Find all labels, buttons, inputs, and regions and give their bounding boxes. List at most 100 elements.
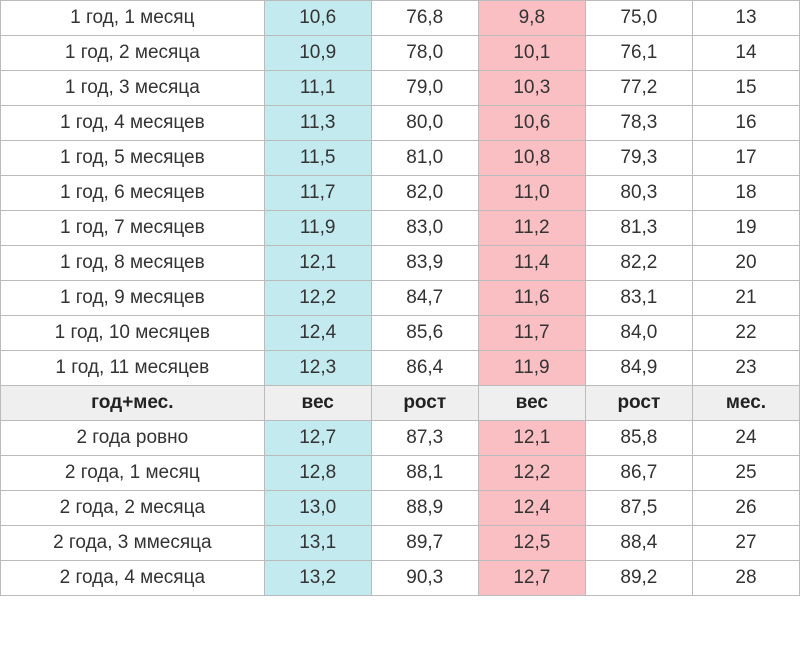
table-cell: 10,8 bbox=[478, 141, 585, 176]
table-cell: 78,0 bbox=[371, 36, 478, 71]
table-cell: 13,1 bbox=[264, 526, 371, 561]
table-cell: 87,3 bbox=[371, 421, 478, 456]
table-cell: 80,3 bbox=[585, 176, 692, 211]
table-cell: 2 года ровно bbox=[1, 421, 265, 456]
table-cell: 1 год, 4 месяцев bbox=[1, 106, 265, 141]
table-row: 1 год, 6 месяцев11,782,011,080,318 bbox=[1, 176, 800, 211]
table-cell: 82,0 bbox=[371, 176, 478, 211]
table-cell: 1 год, 8 месяцев bbox=[1, 246, 265, 281]
table-cell: 84,9 bbox=[585, 351, 692, 386]
table-cell: 1 год, 1 месяц bbox=[1, 1, 265, 36]
table-cell: 77,2 bbox=[585, 71, 692, 106]
table-row: 1 год, 8 месяцев12,183,911,482,220 bbox=[1, 246, 800, 281]
table-cell: 11,5 bbox=[264, 141, 371, 176]
table-cell: 10,9 bbox=[264, 36, 371, 71]
table-header-row: год+мес.весроствесростмес. bbox=[1, 386, 800, 421]
table-row: 1 год, 4 месяцев11,380,010,678,316 bbox=[1, 106, 800, 141]
table-cell: 13,0 bbox=[264, 491, 371, 526]
table-cell: 25 bbox=[692, 456, 799, 491]
table-cell: 12,2 bbox=[478, 456, 585, 491]
table-row: 1 год, 7 месяцев11,983,011,281,319 bbox=[1, 211, 800, 246]
table-cell: 76,1 bbox=[585, 36, 692, 71]
table-cell: 87,5 bbox=[585, 491, 692, 526]
table-cell: 85,8 bbox=[585, 421, 692, 456]
table-cell: 11,7 bbox=[478, 316, 585, 351]
table-row: 1 год, 10 месяцев12,485,611,784,022 bbox=[1, 316, 800, 351]
table-row: 2 года, 2 месяца13,088,912,487,526 bbox=[1, 491, 800, 526]
table-row: 1 год, 3 месяца11,179,010,377,215 bbox=[1, 71, 800, 106]
table-cell: 12,8 bbox=[264, 456, 371, 491]
table-cell: 1 год, 7 месяцев bbox=[1, 211, 265, 246]
table-cell: 90,3 bbox=[371, 561, 478, 596]
table-header-cell: вес bbox=[478, 386, 585, 421]
table-cell: 88,1 bbox=[371, 456, 478, 491]
table-cell: 89,2 bbox=[585, 561, 692, 596]
table-cell: 1 год, 10 месяцев bbox=[1, 316, 265, 351]
table-cell: 11,0 bbox=[478, 176, 585, 211]
table-cell: 15 bbox=[692, 71, 799, 106]
table-cell: 79,3 bbox=[585, 141, 692, 176]
table-cell: 12,7 bbox=[264, 421, 371, 456]
table-cell: 11,7 bbox=[264, 176, 371, 211]
table-cell: 1 год, 3 месяца bbox=[1, 71, 265, 106]
table-cell: 11,9 bbox=[264, 211, 371, 246]
table-cell: 11,9 bbox=[478, 351, 585, 386]
table-cell: 13 bbox=[692, 1, 799, 36]
table-row: 2 года, 1 месяц12,888,112,286,725 bbox=[1, 456, 800, 491]
table-cell: 12,5 bbox=[478, 526, 585, 561]
table-cell: 14 bbox=[692, 36, 799, 71]
table-cell: 1 год, 2 месяца bbox=[1, 36, 265, 71]
table-cell: 27 bbox=[692, 526, 799, 561]
table-cell: 83,1 bbox=[585, 281, 692, 316]
table-row: 1 год, 9 месяцев12,284,711,683,121 bbox=[1, 281, 800, 316]
table-cell: 83,0 bbox=[371, 211, 478, 246]
table-row: 2 года, 3 ммесяца13,189,712,588,427 bbox=[1, 526, 800, 561]
table-cell: 12,4 bbox=[478, 491, 585, 526]
table-cell: 86,7 bbox=[585, 456, 692, 491]
table-cell: 10,6 bbox=[264, 1, 371, 36]
table-header-cell: мес. bbox=[692, 386, 799, 421]
table-cell: 88,9 bbox=[371, 491, 478, 526]
table-cell: 11,6 bbox=[478, 281, 585, 316]
growth-table-body: 1 год, 1 месяц10,676,89,875,0131 год, 2 … bbox=[1, 1, 800, 596]
table-cell: 16 bbox=[692, 106, 799, 141]
table-cell: 21 bbox=[692, 281, 799, 316]
table-cell: 84,0 bbox=[585, 316, 692, 351]
table-header-cell: рост bbox=[585, 386, 692, 421]
table-row: 2 года ровно12,787,312,185,824 bbox=[1, 421, 800, 456]
table-cell: 13,2 bbox=[264, 561, 371, 596]
table-cell: 28 bbox=[692, 561, 799, 596]
table-cell: 2 года, 2 месяца bbox=[1, 491, 265, 526]
table-cell: 81,0 bbox=[371, 141, 478, 176]
table-cell: 82,2 bbox=[585, 246, 692, 281]
table-cell: 22 bbox=[692, 316, 799, 351]
table-cell: 10,1 bbox=[478, 36, 585, 71]
table-cell: 85,6 bbox=[371, 316, 478, 351]
table-cell: 83,9 bbox=[371, 246, 478, 281]
table-cell: 20 bbox=[692, 246, 799, 281]
table-cell: 2 года, 1 месяц bbox=[1, 456, 265, 491]
table-cell: 88,4 bbox=[585, 526, 692, 561]
table-cell: 1 год, 9 месяцев bbox=[1, 281, 265, 316]
table-cell: 19 bbox=[692, 211, 799, 246]
table-row: 1 год, 2 месяца10,978,010,176,114 bbox=[1, 36, 800, 71]
table-cell: 1 год, 5 месяцев bbox=[1, 141, 265, 176]
table-cell: 89,7 bbox=[371, 526, 478, 561]
table-row: 2 года, 4 месяца13,290,312,789,228 bbox=[1, 561, 800, 596]
table-cell: 10,6 bbox=[478, 106, 585, 141]
table-cell: 1 год, 6 месяцев bbox=[1, 176, 265, 211]
table-cell: 76,8 bbox=[371, 1, 478, 36]
table-cell: 80,0 bbox=[371, 106, 478, 141]
table-cell: 11,4 bbox=[478, 246, 585, 281]
table-cell: 79,0 bbox=[371, 71, 478, 106]
table-cell: 11,1 bbox=[264, 71, 371, 106]
table-cell: 86,4 bbox=[371, 351, 478, 386]
table-cell: 11,3 bbox=[264, 106, 371, 141]
table-cell: 2 года, 4 месяца bbox=[1, 561, 265, 596]
table-cell: 12,2 bbox=[264, 281, 371, 316]
table-cell: 12,3 bbox=[264, 351, 371, 386]
table-cell: 26 bbox=[692, 491, 799, 526]
table-header-cell: рост bbox=[371, 386, 478, 421]
table-cell: 78,3 bbox=[585, 106, 692, 141]
table-cell: 84,7 bbox=[371, 281, 478, 316]
